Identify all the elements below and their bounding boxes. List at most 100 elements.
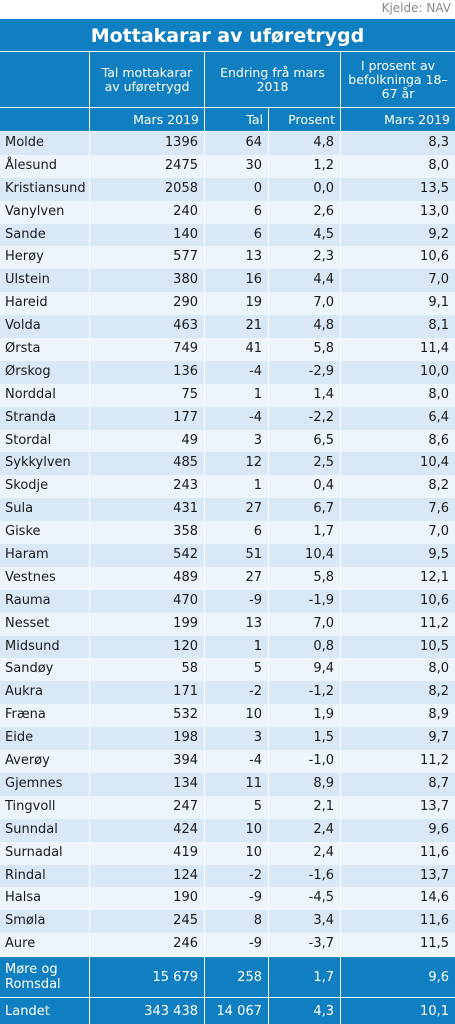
cell-share: 12,1 [340, 566, 455, 590]
cell-share: 11,4 [340, 338, 455, 361]
cell-recipients: 424 [89, 818, 204, 842]
table-row: Hareid 290 19 7,0 9,1 [0, 292, 455, 316]
cell-recipients: 240 [89, 200, 204, 224]
cell-share: 9,6 [340, 957, 455, 998]
table-row: Tingvoll 247 5 2,1 13,7 [0, 795, 455, 819]
cell-municipality: Vanylven [5, 203, 65, 219]
cell-change-pct: -2,2 [268, 406, 340, 430]
table-row: Averøy 394 -4 -1,0 11,2 [0, 750, 455, 773]
source-note: Kjelde: NAV [381, 1, 451, 15]
table-body: Molde 1396 64 4,8 8,3 Ålesund 2475 30 1,2 8,0 Kris… [0, 132, 455, 957]
cell-municipality: Tingvoll [5, 798, 56, 814]
table-row: Ørskog 136 -4 -2,9 10,0 [0, 360, 455, 384]
cell-share: 10,4 [340, 452, 455, 476]
table-row: Stranda 177 -4 -2,2 6,4 [0, 406, 455, 430]
cell-change-count: 16 [204, 269, 268, 293]
cell-change-count: 6 [204, 521, 268, 545]
cell-change-pct: 8,9 [268, 772, 340, 796]
cell-recipients: 577 [89, 246, 204, 270]
table-row: Fræna 532 10 1,9 8,9 [0, 704, 455, 728]
cell-recipients: 245 [89, 910, 204, 934]
cell-change-count: -2 [204, 681, 268, 705]
cell-municipality: Molde [5, 135, 45, 150]
cell-share: 7,6 [340, 498, 455, 522]
cell-change-count: 0 [204, 177, 268, 201]
cell-municipality: Ulstein [5, 272, 50, 288]
cell-change-pct: 2,4 [268, 818, 340, 842]
table-row: Nesset 199 13 7,0 11,2 [0, 612, 455, 636]
table-row: Sandøy 58 5 9,4 8,0 [0, 658, 455, 682]
total-row: Møre og Romsdal 15 679 258 1,7 9,6 [0, 956, 455, 998]
cell-change-count: 6 [204, 200, 268, 224]
cell-share: 11,6 [340, 910, 455, 934]
cell-recipients: 140 [89, 223, 204, 247]
cell-change-count: 11 [204, 772, 268, 796]
cell-recipients: 198 [89, 727, 204, 751]
cell-change-count: 21 [204, 315, 268, 339]
cell-recipients: 134 [89, 772, 204, 796]
table-row: Midsund 120 1 0,8 10,5 [0, 635, 455, 659]
cell-municipality: Sula [5, 501, 34, 517]
table-row: Vestnes 489 27 5,8 12,1 [0, 566, 455, 590]
table-row: Ørsta 749 41 5,8 11,4 [0, 338, 455, 361]
subheader-recipients: Mars 2019 [89, 107, 204, 131]
cell-share: 9,2 [340, 223, 455, 247]
cell-change-pct: -4,5 [268, 887, 340, 911]
table-row: Haram 542 51 10,4 9,5 [0, 544, 455, 567]
table-row: Herøy 577 13 2,3 10,6 [0, 246, 455, 270]
cell-change-pct: 3,4 [268, 910, 340, 934]
cell-change-count: -9 [204, 589, 268, 613]
cell-change-pct: 4,8 [268, 315, 340, 339]
cell-change-pct: 2,5 [268, 452, 340, 476]
table-row: Norddal 75 1 1,4 8,0 [0, 383, 455, 407]
cell-municipality: Stordal [5, 432, 52, 448]
cell-municipality: Ørskog [5, 363, 51, 379]
cell-recipients: 120 [89, 635, 204, 659]
cell-share: 8,2 [340, 475, 455, 499]
cell-municipality: Halsa [5, 890, 42, 906]
cell-recipients: 58 [89, 658, 204, 682]
table-row: Kristiansund 2058 0 0,0 13,5 [0, 177, 455, 201]
cell-change-pct: -1,2 [268, 681, 340, 705]
table-row: Volda 463 21 4,8 8,1 [0, 315, 455, 339]
subheader-municipality [0, 107, 89, 131]
cell-municipality: Averøy [5, 753, 50, 769]
cell-change-pct: 6,7 [268, 498, 340, 522]
cell-change-count: 13 [204, 612, 268, 636]
cell-change-pct: 7,0 [268, 292, 340, 316]
cell-change-count: 10 [204, 704, 268, 728]
table-row: Skodje 243 1 0,4 8,2 [0, 475, 455, 499]
cell-recipients: 124 [89, 864, 204, 888]
cell-recipients: 542 [89, 544, 204, 567]
cell-change-count: -9 [204, 933, 268, 957]
total-row: Landet 343 438 14 067 4,3 10,1 [0, 997, 455, 1024]
cell-recipients: 343 438 [89, 998, 204, 1024]
cell-share: 8,1 [340, 315, 455, 339]
cell-municipality: Kristiansund [5, 180, 86, 196]
cell-change-count: 1 [204, 635, 268, 659]
cell-change-count: 6 [204, 223, 268, 247]
cell-change-pct: 2,3 [268, 246, 340, 270]
cell-share: 9,5 [340, 544, 455, 567]
cell-municipality: Rindal [5, 867, 46, 883]
cell-change-pct: 0,0 [268, 177, 340, 201]
cell-recipients: 463 [89, 315, 204, 339]
cell-municipality: Sykkylven [5, 455, 71, 471]
table-row: Sande 140 6 4,5 9,2 [0, 223, 455, 247]
cell-municipality: Aure [5, 936, 36, 952]
cell-municipality: Fræna [5, 707, 46, 723]
cell-share: 11,6 [340, 841, 455, 865]
cell-recipients: 243 [89, 475, 204, 499]
cell-change-pct: -1,0 [268, 750, 340, 773]
table-row: Ulstein 380 16 4,4 7,0 [0, 269, 455, 293]
cell-recipients: 2475 [89, 154, 204, 178]
cell-recipients: 136 [89, 360, 204, 384]
cell-recipients: 246 [89, 933, 204, 957]
cell-municipality: Sunndal [5, 821, 58, 837]
table-row: Eide 198 3 1,5 9,7 [0, 727, 455, 751]
cell-change-pct: 1,9 [268, 704, 340, 728]
cell-change-pct: 2,1 [268, 795, 340, 819]
cell-share: 13,7 [340, 864, 455, 888]
cell-share: 8,0 [340, 154, 455, 178]
cell-change-pct: 6,5 [268, 429, 340, 453]
